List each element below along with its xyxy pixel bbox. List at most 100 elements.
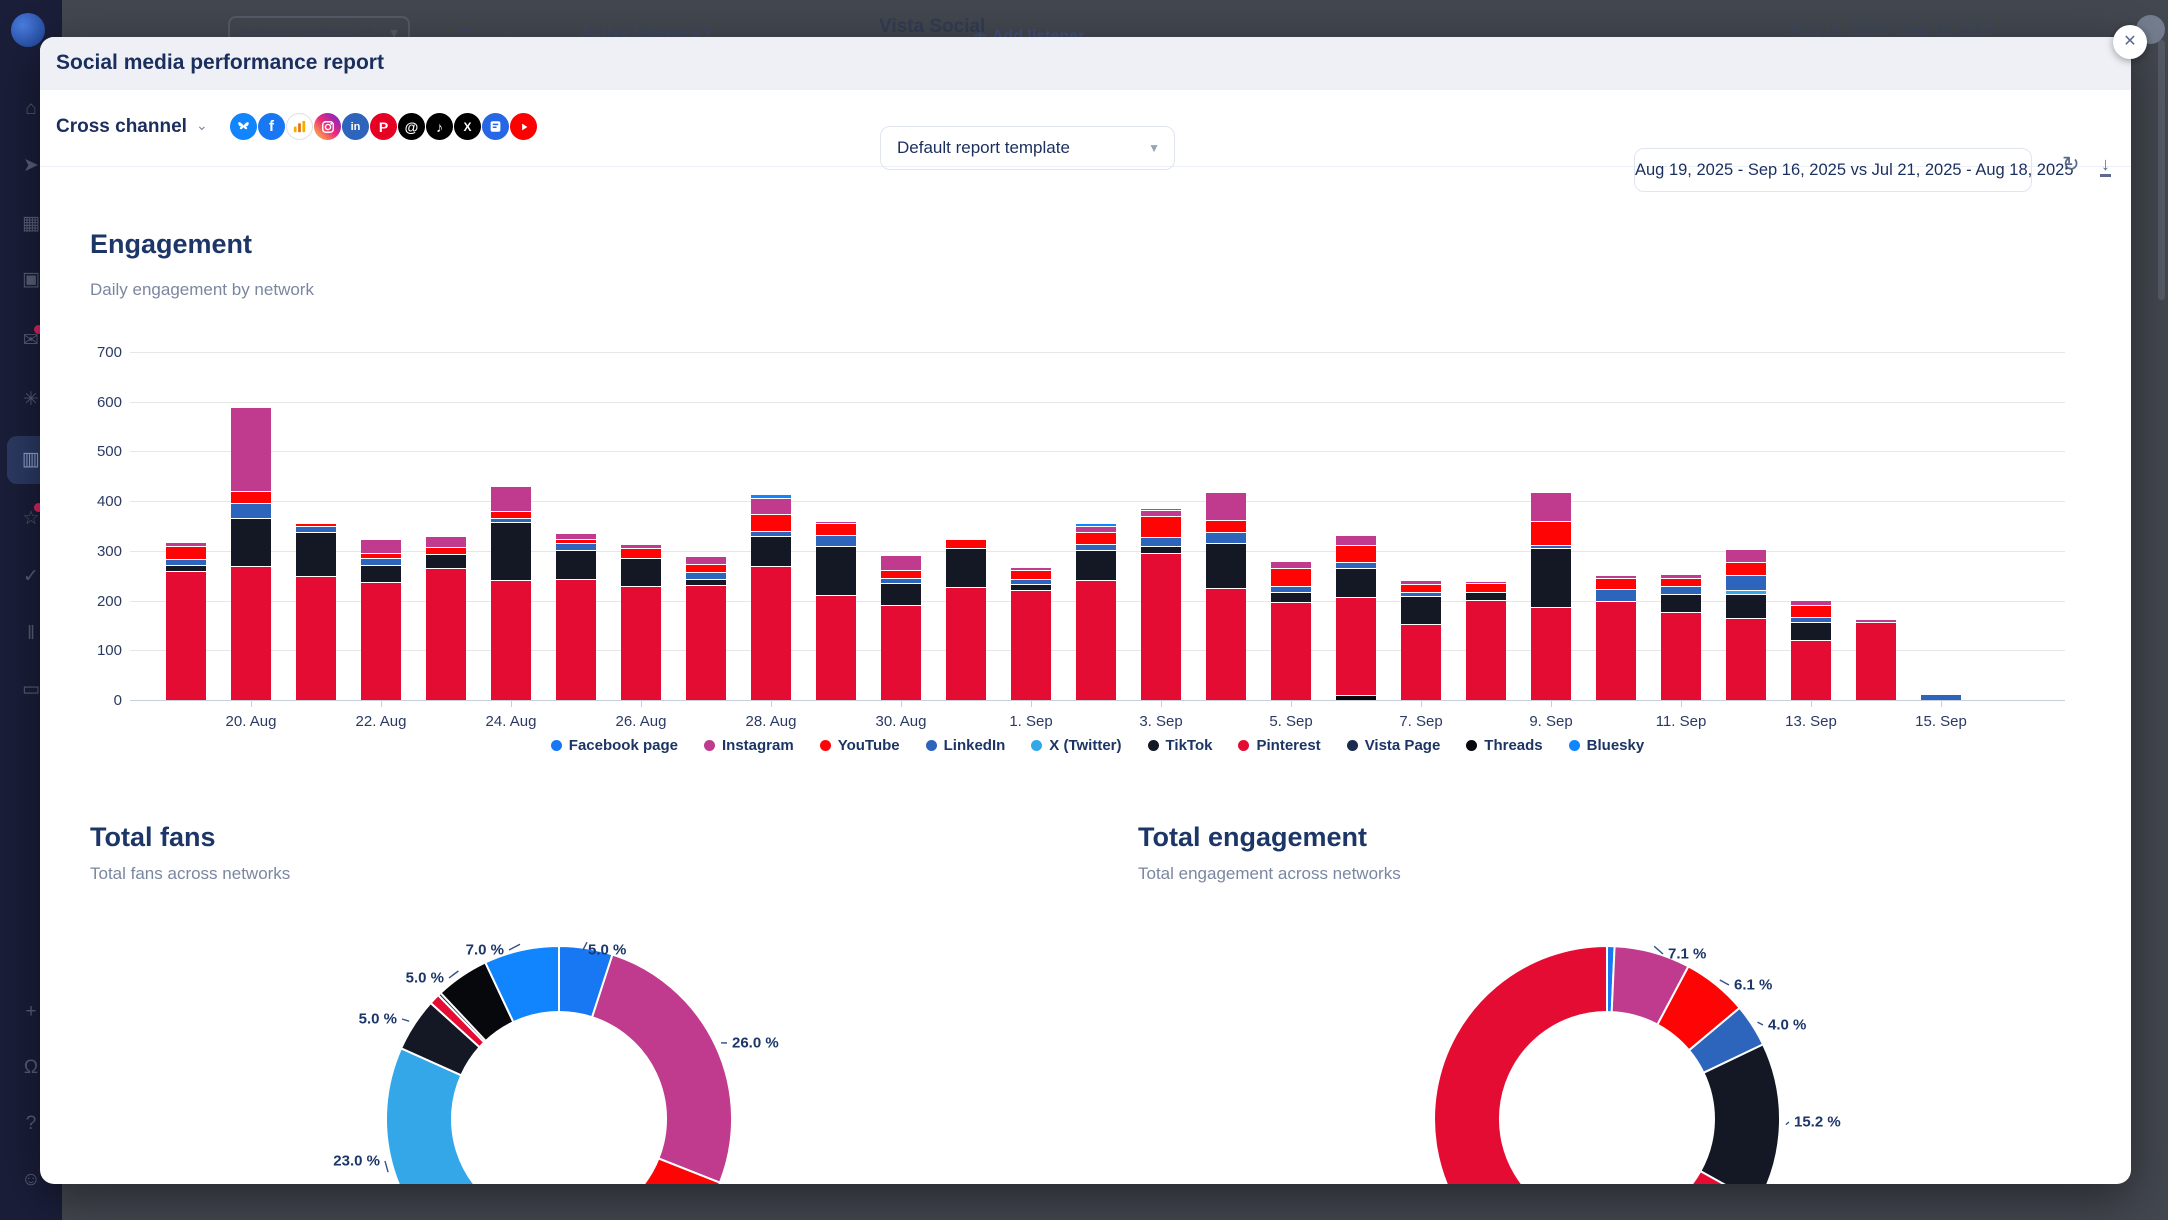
legend-item-bluesky[interactable]: Bluesky bbox=[1568, 737, 1644, 754]
bar-5-sep[interactable] bbox=[1271, 562, 1311, 700]
bar-23-aug[interactable] bbox=[426, 537, 466, 700]
page-scrollbar[interactable] bbox=[2158, 40, 2165, 300]
legend-item-x-twitter[interactable]: X (Twitter) bbox=[1031, 737, 1122, 754]
bar-segment-pinterest bbox=[1661, 613, 1701, 700]
pinterest-icon[interactable]: P bbox=[370, 113, 397, 140]
bar-segment-tiktok bbox=[1401, 597, 1441, 625]
sidebar-item-account-icon[interactable]: ☺ bbox=[21, 1169, 41, 1190]
chevron-down-icon: ▾ bbox=[703, 24, 712, 41]
google-business-profile-icon[interactable] bbox=[286, 113, 313, 140]
bar-25-aug[interactable] bbox=[556, 534, 596, 700]
bluesky-icon[interactable] bbox=[230, 113, 257, 140]
sidebar-item-add-icon[interactable]: + bbox=[25, 1001, 37, 1022]
linkedin-icon[interactable]: in bbox=[342, 113, 369, 140]
x-axis-label: 30. Aug bbox=[875, 713, 927, 730]
sidebar-item-notifications-icon[interactable]: Ω bbox=[23, 1057, 39, 1078]
pie-slice-bluesky[interactable] bbox=[483, 944, 560, 1024]
bar-segment-youtube bbox=[1726, 563, 1766, 576]
pie-slice-youtube[interactable] bbox=[548, 1157, 722, 1184]
bar-9-sep[interactable] bbox=[1531, 493, 1571, 700]
bar-19-aug[interactable] bbox=[166, 543, 206, 700]
pie-slice-pinterest[interactable] bbox=[1433, 944, 1758, 1184]
threads-icon[interactable]: @ bbox=[398, 113, 425, 140]
bar-10-sep[interactable] bbox=[1596, 576, 1636, 700]
legend-dot bbox=[550, 740, 562, 751]
download-icon[interactable]: ↓ bbox=[2100, 152, 2111, 177]
chevron-down-icon[interactable]: ⌄ bbox=[196, 117, 208, 133]
facebook-icon[interactable]: f bbox=[258, 113, 285, 140]
bar-28-aug[interactable] bbox=[751, 495, 791, 700]
close-icon[interactable]: ✕ bbox=[2113, 25, 2147, 59]
bar-segment-instagram bbox=[1726, 550, 1766, 563]
bar-26-aug[interactable] bbox=[621, 545, 661, 700]
sidebar-item-listening-icon[interactable]: ‖ bbox=[27, 623, 35, 644]
sidebar-item-media-icon[interactable]: ▣ bbox=[22, 269, 40, 290]
bar-segment-pinterest bbox=[1531, 608, 1571, 700]
bar-13-sep[interactable] bbox=[1791, 601, 1831, 700]
y-axis-label: 300 bbox=[96, 542, 122, 560]
pie-slice-tiktok[interactable] bbox=[1699, 1043, 1781, 1184]
x-twitter-icon[interactable]: X bbox=[454, 113, 481, 140]
date-range-button[interactable]: Aug 19, 2025 - Sep 16, 2025 vs Jul 21, 2… bbox=[1634, 148, 2074, 192]
bar-7-sep[interactable] bbox=[1401, 581, 1441, 700]
bar-12-sep[interactable] bbox=[1726, 550, 1766, 700]
sidebar-item-reviews-icon[interactable]: ☆ bbox=[22, 508, 40, 529]
notification-dot bbox=[34, 503, 43, 512]
legend-item-instagram[interactable]: Instagram bbox=[703, 737, 794, 754]
bar-segment-youtube bbox=[881, 571, 921, 579]
bar-segment-pinterest bbox=[1336, 598, 1376, 696]
pie-slice-x-twitter[interactable] bbox=[385, 1046, 503, 1184]
bar-20-aug[interactable] bbox=[231, 408, 271, 700]
legend-label: Pinterest bbox=[1256, 737, 1321, 754]
bar-4-sep[interactable] bbox=[1206, 493, 1246, 700]
tiktok-icon[interactable]: ♪ bbox=[426, 113, 453, 140]
refresh-icon[interactable]: ↻ bbox=[2062, 153, 2080, 176]
legend-label: X (Twitter) bbox=[1049, 737, 1122, 754]
vista-social-logo[interactable] bbox=[11, 13, 45, 47]
vista-page-icon[interactable] bbox=[482, 113, 509, 140]
bar-11-sep[interactable] bbox=[1661, 575, 1701, 700]
bar-3-sep[interactable] bbox=[1141, 509, 1181, 700]
active-listeners-dropdown[interactable]: Active listeners ▾ bbox=[581, 22, 712, 42]
instagram-icon[interactable] bbox=[314, 113, 341, 140]
bar-6-sep[interactable] bbox=[1336, 536, 1376, 700]
bar-30-aug[interactable] bbox=[881, 556, 921, 700]
bar-21-aug[interactable] bbox=[296, 523, 336, 700]
bar-27-aug[interactable] bbox=[686, 557, 726, 700]
bar-15-sep[interactable] bbox=[1921, 695, 1961, 700]
legend-item-threads[interactable]: Threads bbox=[1466, 737, 1543, 754]
sidebar-item-home-icon[interactable]: ⌂ bbox=[25, 98, 37, 119]
bar-31-aug[interactable] bbox=[946, 540, 986, 700]
sidebar-item-integrations-icon[interactable]: ▭ bbox=[22, 679, 40, 700]
legend-label: Threads bbox=[1484, 737, 1543, 754]
legend-item-vista-page[interactable]: Vista Page bbox=[1346, 737, 1440, 754]
sidebar-item-help-icon[interactable]: ? bbox=[25, 1113, 37, 1134]
sidebar-item-approvals-icon[interactable]: ✓ bbox=[23, 566, 39, 587]
legend-item-linkedin[interactable]: LinkedIn bbox=[925, 737, 1005, 754]
bar-14-sep[interactable] bbox=[1856, 620, 1896, 700]
sidebar-item-inbox-icon[interactable]: ✉ bbox=[23, 330, 39, 351]
sidebar-item-reports-icon[interactable]: ▥ bbox=[22, 449, 40, 470]
minus-icon[interactable]: — bbox=[457, 22, 473, 39]
bar-2-sep[interactable] bbox=[1076, 524, 1116, 700]
sidebar-item-calendar-icon[interactable]: ▦ bbox=[22, 213, 40, 234]
bar-1-sep[interactable] bbox=[1011, 567, 1051, 700]
bar-segment-instagram bbox=[491, 487, 531, 512]
bar-24-aug[interactable] bbox=[491, 487, 531, 700]
legend-item-facebook-page[interactable]: Facebook page bbox=[550, 737, 678, 754]
channel-selector[interactable]: Cross channel bbox=[56, 116, 187, 137]
legend-item-youtube[interactable]: YouTube bbox=[819, 737, 900, 754]
pie-slice-instagram[interactable] bbox=[590, 953, 734, 1184]
youtube-icon[interactable] bbox=[510, 113, 537, 140]
legend-item-tiktok[interactable]: TikTok bbox=[1147, 737, 1212, 754]
legend-item-pinterest[interactable]: Pinterest bbox=[1238, 737, 1321, 754]
sidebar-item-connections-icon[interactable]: ✳ bbox=[23, 389, 39, 410]
template-selector[interactable]: Default report template ▼ bbox=[880, 126, 1175, 170]
bar-segment-linkedin bbox=[1921, 695, 1961, 700]
edit-icon[interactable]: ✎ bbox=[502, 24, 516, 41]
engagement-bar-chart: 0 100 200 300 400 500 600 700 20. Aug 22. Aug 24. … bbox=[97, 344, 2065, 730]
bar-8-sep[interactable] bbox=[1466, 581, 1506, 700]
bar-22-aug[interactable] bbox=[361, 540, 401, 700]
sidebar-item-publishing-icon[interactable]: ➤ bbox=[23, 155, 39, 176]
bar-29-aug[interactable] bbox=[816, 522, 856, 700]
